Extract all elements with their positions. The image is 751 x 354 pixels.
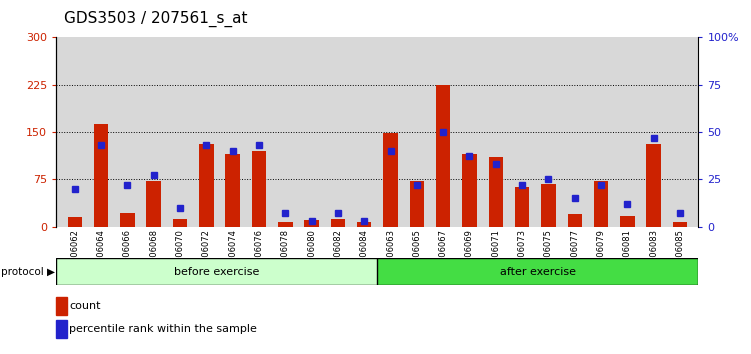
Bar — [173, 219, 187, 227]
Bar — [377, 258, 698, 285]
Text: percentile rank within the sample: percentile rank within the sample — [69, 324, 257, 334]
Bar — [541, 184, 556, 227]
Text: count: count — [69, 301, 101, 311]
Bar — [489, 157, 503, 227]
Bar — [647, 144, 661, 227]
Bar — [409, 181, 424, 227]
Text: GDS3503 / 207561_s_at: GDS3503 / 207561_s_at — [64, 11, 247, 27]
Text: before exercise: before exercise — [174, 267, 260, 277]
Bar — [199, 144, 213, 227]
Bar — [252, 151, 266, 227]
Bar — [304, 220, 319, 227]
Bar — [568, 214, 582, 227]
Bar — [330, 219, 345, 227]
Bar — [225, 154, 240, 227]
Bar — [146, 181, 161, 227]
Bar — [463, 154, 477, 227]
Bar — [94, 124, 108, 227]
Bar — [56, 297, 67, 314]
Bar — [594, 181, 608, 227]
Bar — [56, 320, 67, 338]
Bar — [357, 222, 372, 227]
Bar — [673, 222, 687, 227]
Bar — [120, 213, 134, 227]
Bar — [68, 217, 82, 227]
Bar — [383, 133, 398, 227]
Bar — [515, 187, 529, 227]
Text: protocol ▶: protocol ▶ — [1, 267, 55, 277]
Bar — [620, 216, 635, 227]
Bar — [56, 258, 377, 285]
Bar — [436, 85, 451, 227]
Bar — [278, 222, 292, 227]
Text: after exercise: after exercise — [500, 267, 576, 277]
